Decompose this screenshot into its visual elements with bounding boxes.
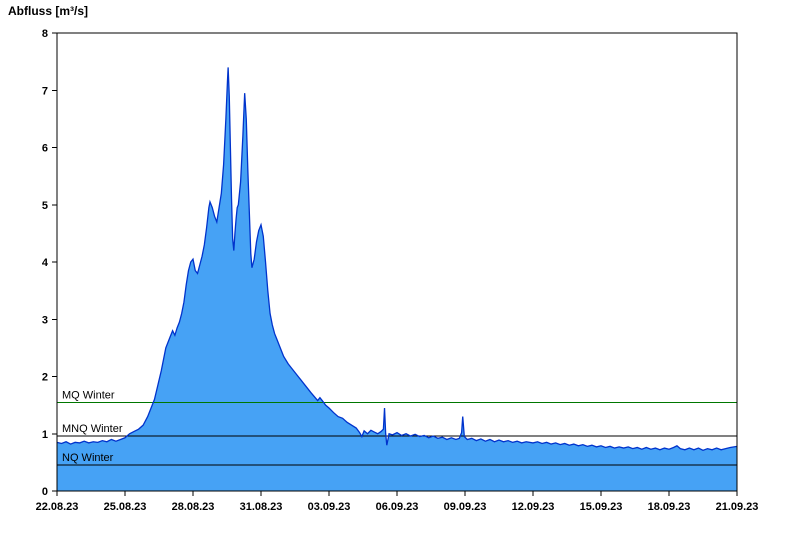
x-tick-label: 09.09.23 <box>444 501 487 513</box>
x-tick-label: 03.09.23 <box>308 501 351 513</box>
y-tick-label: 6 <box>42 143 48 155</box>
x-tick-label: 31.08.23 <box>240 501 283 513</box>
series-area <box>57 67 737 491</box>
x-tick-label: 22.08.23 <box>36 501 79 513</box>
reference-label-nq-winter: NQ Winter <box>62 452 114 464</box>
reference-label-mq-winter: MQ Winter <box>62 389 115 401</box>
x-tick-label: 21.09.23 <box>716 501 759 513</box>
x-tick-label: 12.09.23 <box>512 501 555 513</box>
y-tick-label: 0 <box>42 486 48 498</box>
x-tick-label: 15.09.23 <box>580 501 623 513</box>
y-tick-label: 3 <box>42 314 48 326</box>
x-tick-label: 25.08.23 <box>104 501 147 513</box>
y-tick-label: 4 <box>42 257 49 269</box>
y-tick-label: 7 <box>42 85 48 97</box>
y-tick-label: 5 <box>42 200 48 212</box>
y-tick-label: 8 <box>42 28 48 40</box>
reference-label-mnq-winter: MNQ Winter <box>62 423 123 435</box>
y-tick-label: 2 <box>42 372 48 384</box>
y-tick-label: 1 <box>42 429 48 441</box>
chart-title: Abfluss [m³/s] <box>8 4 89 18</box>
x-tick-label: 06.09.23 <box>376 501 419 513</box>
x-tick-label: 18.09.23 <box>648 501 691 513</box>
series-line <box>56 67 738 452</box>
x-tick-label: 28.08.23 <box>172 501 215 513</box>
